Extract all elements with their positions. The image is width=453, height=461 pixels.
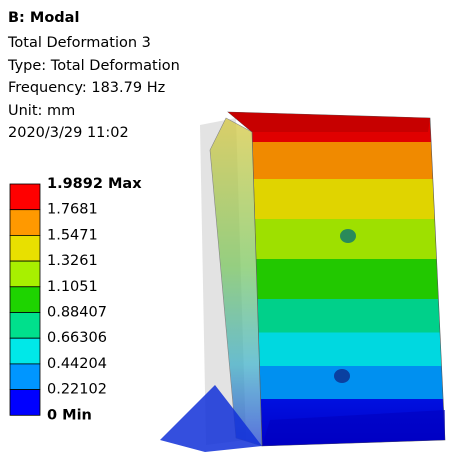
legend-swatch bbox=[10, 364, 40, 390]
legend-label: 1.5471 bbox=[47, 227, 98, 243]
hole bbox=[340, 229, 356, 243]
info-line: Type: Total Deformation bbox=[7, 58, 180, 74]
info-line: Total Deformation 3 bbox=[7, 35, 151, 51]
info-line: Unit: mm bbox=[8, 103, 75, 119]
legend-label: 0.44204 bbox=[47, 356, 107, 372]
info-line: 2020/3/29 11:02 bbox=[8, 125, 129, 141]
title: B: Modal bbox=[8, 10, 79, 26]
legend-label: 0.66306 bbox=[47, 330, 107, 346]
legend-swatch bbox=[10, 313, 40, 339]
legend-label: 1.9892 Max bbox=[47, 176, 142, 192]
model bbox=[160, 112, 445, 452]
legend: 1.9892 Max 1.7681 1.5471 1.3261 1.1051 0.8840… bbox=[10, 176, 142, 423]
result-view: B: Modal Total Deformation 3 Type: Total… bbox=[0, 0, 453, 461]
legend-swatch bbox=[10, 338, 40, 364]
legend-swatch bbox=[10, 390, 40, 416]
legend-swatch bbox=[10, 184, 40, 210]
legend-label: 0 Min bbox=[47, 407, 92, 423]
hole bbox=[334, 369, 350, 383]
legend-label: 1.3261 bbox=[47, 253, 98, 269]
legend-label: 1.7681 bbox=[47, 202, 98, 218]
info-line: Frequency: 183.79 Hz bbox=[8, 80, 165, 96]
legend-label: 0.22102 bbox=[47, 382, 107, 398]
legend-swatch bbox=[10, 287, 40, 313]
top-edge bbox=[228, 112, 430, 132]
legend-swatch bbox=[10, 261, 40, 287]
legend-label: 1.1051 bbox=[47, 279, 98, 295]
legend-label: 0.88407 bbox=[47, 305, 107, 321]
legend-swatch bbox=[10, 235, 40, 261]
legend-swatch bbox=[10, 210, 40, 236]
